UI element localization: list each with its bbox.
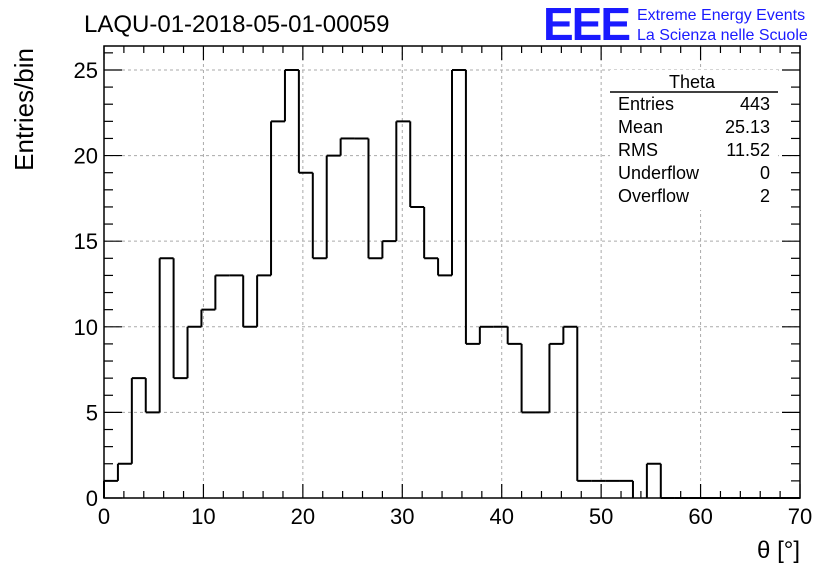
x-tick-label: 60 bbox=[688, 504, 712, 529]
histogram-bin bbox=[131, 377, 147, 413]
y-tick-label: 5 bbox=[86, 400, 98, 425]
x-tick-label: 40 bbox=[489, 504, 513, 529]
y-tick-label: 0 bbox=[86, 486, 98, 511]
histogram-bin bbox=[507, 342, 523, 413]
histogram-bin bbox=[382, 121, 398, 243]
histogram-bin bbox=[145, 258, 161, 414]
stats-row-value: 2 bbox=[760, 186, 770, 206]
y-tick-label: 20 bbox=[74, 144, 98, 169]
histogram-bin bbox=[452, 68, 467, 344]
histogram-bin bbox=[229, 274, 245, 327]
histogram-bin bbox=[465, 326, 481, 345]
logo-mark: EEE bbox=[543, 0, 629, 50]
histogram-bin bbox=[243, 275, 259, 328]
stats-row-label: Entries bbox=[618, 94, 674, 114]
histogram-bin bbox=[326, 138, 342, 157]
histogram-bin bbox=[563, 325, 579, 481]
logo-line-1: Extreme Energy Events bbox=[637, 7, 805, 24]
plot-frame bbox=[103, 45, 801, 499]
histogram-bin bbox=[284, 68, 300, 173]
histogram-bin bbox=[410, 205, 426, 259]
histogram-bin bbox=[646, 462, 662, 498]
histogram-bin bbox=[619, 479, 634, 498]
stats-box: Theta Entries 443 Mean 25.13 RMS 11.52 Underfl… bbox=[610, 70, 778, 210]
stats-row-value: 25.13 bbox=[725, 117, 770, 137]
histogram-bin bbox=[201, 275, 217, 311]
stats-rows: Entries 443 Mean 25.13 RMS 11.52 Underflow 0 Ove… bbox=[618, 94, 770, 206]
histogram-bin bbox=[312, 155, 328, 260]
stats-box-background bbox=[610, 70, 778, 210]
histogram-bin bbox=[535, 343, 551, 414]
histogram-bin bbox=[298, 171, 314, 259]
stats-row-value: 443 bbox=[740, 94, 770, 114]
frame-layer bbox=[103, 45, 801, 499]
tick-layer bbox=[103, 46, 801, 499]
histogram-bin bbox=[493, 325, 509, 344]
histogram-layer bbox=[103, 68, 800, 499]
stats-row-label: Mean bbox=[618, 117, 663, 137]
x-tick-label: 0 bbox=[98, 504, 110, 529]
y-tick-label: 10 bbox=[74, 315, 98, 340]
stats-row-value: 0 bbox=[760, 163, 770, 183]
stats-row-label: Underflow bbox=[618, 163, 700, 183]
x-tick-label: 30 bbox=[390, 504, 414, 529]
x-tick-label: 50 bbox=[589, 504, 613, 529]
x-tick-label: 70 bbox=[788, 504, 812, 529]
histogram-bin bbox=[117, 378, 133, 465]
chart-title: LAQU-01-2018-05-01-00059 bbox=[84, 11, 390, 38]
stats-row-label: RMS bbox=[618, 140, 658, 160]
logo-line-2: La Scienza nelle Scuole bbox=[637, 27, 808, 44]
histogram-bin bbox=[159, 257, 175, 379]
histogram-bin bbox=[271, 69, 286, 123]
y-axis-label: Entries/bin bbox=[9, 48, 39, 171]
stats-box-title: Theta bbox=[669, 72, 716, 92]
histogram-bin bbox=[257, 121, 273, 277]
histogram-bin bbox=[368, 241, 384, 260]
histogram-bin bbox=[396, 120, 412, 207]
x-axis-label: θ [°] bbox=[757, 537, 800, 564]
x-tick-label: 10 bbox=[191, 504, 215, 529]
y-tick-label: 15 bbox=[74, 229, 98, 254]
histogram-bin bbox=[438, 69, 453, 277]
stats-row-label: Overflow bbox=[618, 186, 690, 206]
histogram-bin bbox=[173, 326, 189, 380]
x-tick-label: 20 bbox=[291, 504, 315, 529]
histogram-bin bbox=[187, 309, 203, 328]
histogram-bin bbox=[549, 326, 565, 345]
histogram-bin bbox=[424, 257, 440, 276]
y-tick-label: 25 bbox=[74, 58, 98, 83]
stats-row-value: 11.52 bbox=[726, 140, 770, 160]
histogram-bin bbox=[354, 137, 370, 259]
